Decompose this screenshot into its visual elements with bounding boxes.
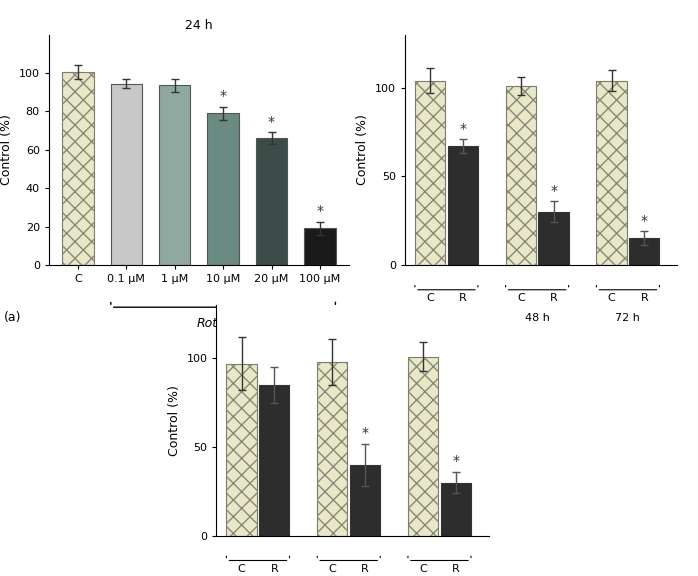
Text: *: * <box>550 184 557 198</box>
Bar <box>505 86 536 265</box>
Bar <box>596 81 627 265</box>
Title: 24 h: 24 h <box>185 19 213 32</box>
Text: *: * <box>452 454 459 468</box>
Text: 72 h: 72 h <box>616 313 640 323</box>
Text: C: C <box>517 293 525 304</box>
Text: R: R <box>452 564 460 574</box>
Text: R: R <box>550 293 558 304</box>
Bar <box>629 238 660 265</box>
Y-axis label: Control (%): Control (%) <box>168 385 181 456</box>
Text: *: * <box>220 89 227 103</box>
Bar <box>447 146 478 265</box>
Bar <box>350 465 380 536</box>
Bar <box>255 138 288 265</box>
Text: 48 h: 48 h <box>525 313 549 323</box>
Text: R: R <box>271 564 279 574</box>
Text: C: C <box>329 564 336 574</box>
Bar <box>159 85 191 265</box>
Bar <box>259 385 290 536</box>
Bar <box>304 229 336 265</box>
Text: *: * <box>316 204 323 218</box>
Y-axis label: Control (%): Control (%) <box>0 114 13 185</box>
Text: C: C <box>238 564 246 574</box>
Bar <box>207 113 239 265</box>
Text: *: * <box>362 426 369 440</box>
Text: 24 h: 24 h <box>434 313 459 323</box>
Bar <box>110 84 142 265</box>
Bar <box>317 362 348 536</box>
Text: C: C <box>419 564 427 574</box>
Bar <box>62 72 94 265</box>
Bar <box>408 357 438 536</box>
Bar <box>408 357 438 536</box>
Bar <box>415 81 445 265</box>
Bar <box>538 212 569 265</box>
Bar <box>317 362 348 536</box>
Bar <box>415 81 445 265</box>
Text: R: R <box>641 293 648 304</box>
Text: (a): (a) <box>4 311 22 324</box>
Text: (b): (b) <box>336 311 355 324</box>
Bar <box>596 81 627 265</box>
Text: *: * <box>641 214 648 228</box>
Text: R: R <box>362 564 369 574</box>
Text: *: * <box>268 115 275 128</box>
Text: C: C <box>608 293 616 304</box>
Bar <box>440 483 471 536</box>
Bar <box>62 72 94 265</box>
Bar <box>226 364 257 536</box>
Text: *: * <box>459 122 466 135</box>
Text: Rottlerin: Rottlerin <box>196 317 250 330</box>
Text: R: R <box>459 293 467 304</box>
Y-axis label: Control (%): Control (%) <box>356 114 369 185</box>
Bar <box>505 86 536 265</box>
Bar <box>226 364 257 536</box>
Text: C: C <box>426 293 434 304</box>
